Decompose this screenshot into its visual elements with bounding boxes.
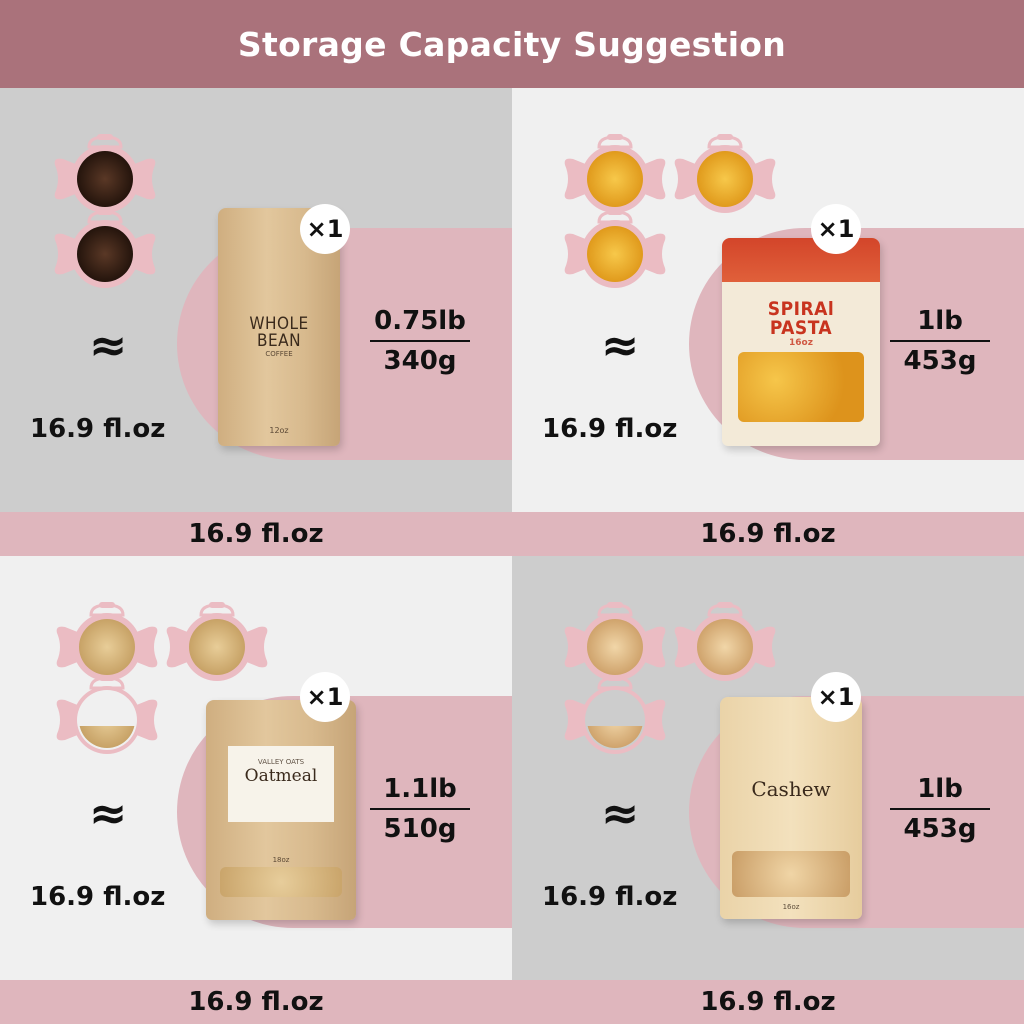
quantity-badge: ×1	[811, 204, 861, 254]
weight-lb: 0.75lb	[370, 306, 470, 342]
capacity-band: 16.9 fl.oz	[0, 512, 512, 556]
weight-fraction: 1.1lb 510g	[370, 774, 470, 844]
cashew-window	[732, 851, 850, 897]
panel-cashew: ≈ 16.9 fl.oz Cashew 16oz ×1 1lb 453g	[512, 556, 1024, 980]
weight-g: 510g	[383, 814, 457, 844]
bag-title: SPIRAl	[767, 298, 835, 320]
page-title: Storage Capacity Suggestion	[0, 0, 1024, 88]
jar-cashew-half-icon	[563, 674, 667, 758]
bag-size: 16oz	[789, 338, 813, 348]
pasta-bag-image: SPIRAl PASTA 16oz	[722, 238, 880, 446]
jar-pasta-icon	[563, 133, 667, 217]
cashew-bag-image: Cashew 16oz	[720, 697, 862, 919]
bag-title: PASTA	[769, 317, 833, 339]
jar-oatmeal-icon	[165, 601, 269, 685]
bag-title: BEAN	[256, 331, 302, 351]
approx-symbol: ≈	[600, 786, 640, 840]
weight-fraction: 1lb 453g	[890, 774, 990, 844]
approx-symbol: ≈	[600, 318, 640, 372]
weight-fraction: 1lb 453g	[890, 306, 990, 376]
panel-coffee: ≈ 16.9 fl.oz WHOLE BEAN COFFEE 12oz ×1 0…	[0, 88, 512, 512]
jar-pasta-icon	[673, 133, 777, 217]
oatmeal-bag-image: VALLEY OATS Oatmeal 18oz	[206, 700, 356, 920]
capacity-band: 16.9 fl.oz	[512, 980, 1024, 1024]
jar-volume: 16.9 fl.oz	[542, 414, 678, 444]
bag-title: Oatmeal	[244, 766, 318, 786]
capacity-band: 16.9 fl.oz	[0, 980, 512, 1024]
bag-size: 18oz	[272, 856, 290, 864]
bag-size: 12oz	[269, 426, 289, 435]
weight-lb: 1lb	[890, 306, 990, 342]
jar-volume: 16.9 fl.oz	[30, 882, 166, 912]
weight-g: 453g	[903, 346, 977, 376]
bag-brand: VALLEY OATS	[257, 758, 305, 766]
weight-fraction: 0.75lb 340g	[370, 306, 470, 376]
bag-size: 16oz	[782, 903, 800, 911]
approx-symbol: ≈	[88, 786, 128, 840]
weight-lb: 1.1lb	[370, 774, 470, 810]
panel-oatmeal: ≈ 16.9 fl.oz VALLEY OATS Oatmeal 18oz ×1…	[0, 556, 512, 980]
oat-window	[220, 867, 342, 897]
approx-symbol: ≈	[88, 318, 128, 372]
quantity-badge: ×1	[811, 672, 861, 722]
quantity-badge: ×1	[300, 672, 350, 722]
jar-pasta-icon	[563, 208, 667, 292]
jar-volume: 16.9 fl.oz	[30, 414, 166, 444]
bag-title: Cashew	[751, 777, 831, 801]
jar-cashew-icon	[673, 601, 777, 685]
pasta-window	[738, 352, 864, 422]
panel-pasta: ≈ 16.9 fl.oz SPIRAl PASTA 16oz ×1 1lb 45…	[512, 88, 1024, 512]
jar-coffee-icon	[53, 208, 157, 292]
bag-subtitle: COFFEE	[265, 350, 293, 358]
weight-g: 340g	[383, 346, 457, 376]
capacity-band: 16.9 fl.oz	[512, 512, 1024, 556]
weight-lb: 1lb	[890, 774, 990, 810]
quantity-badge: ×1	[300, 204, 350, 254]
jar-coffee-icon	[53, 133, 157, 217]
jar-oatmeal-icon	[55, 601, 159, 685]
bag-title: WHOLE	[249, 314, 309, 334]
jar-volume: 16.9 fl.oz	[542, 882, 678, 912]
weight-g: 453g	[903, 814, 977, 844]
jar-cashew-icon	[563, 601, 667, 685]
jar-oatmeal-half-icon	[55, 674, 159, 758]
